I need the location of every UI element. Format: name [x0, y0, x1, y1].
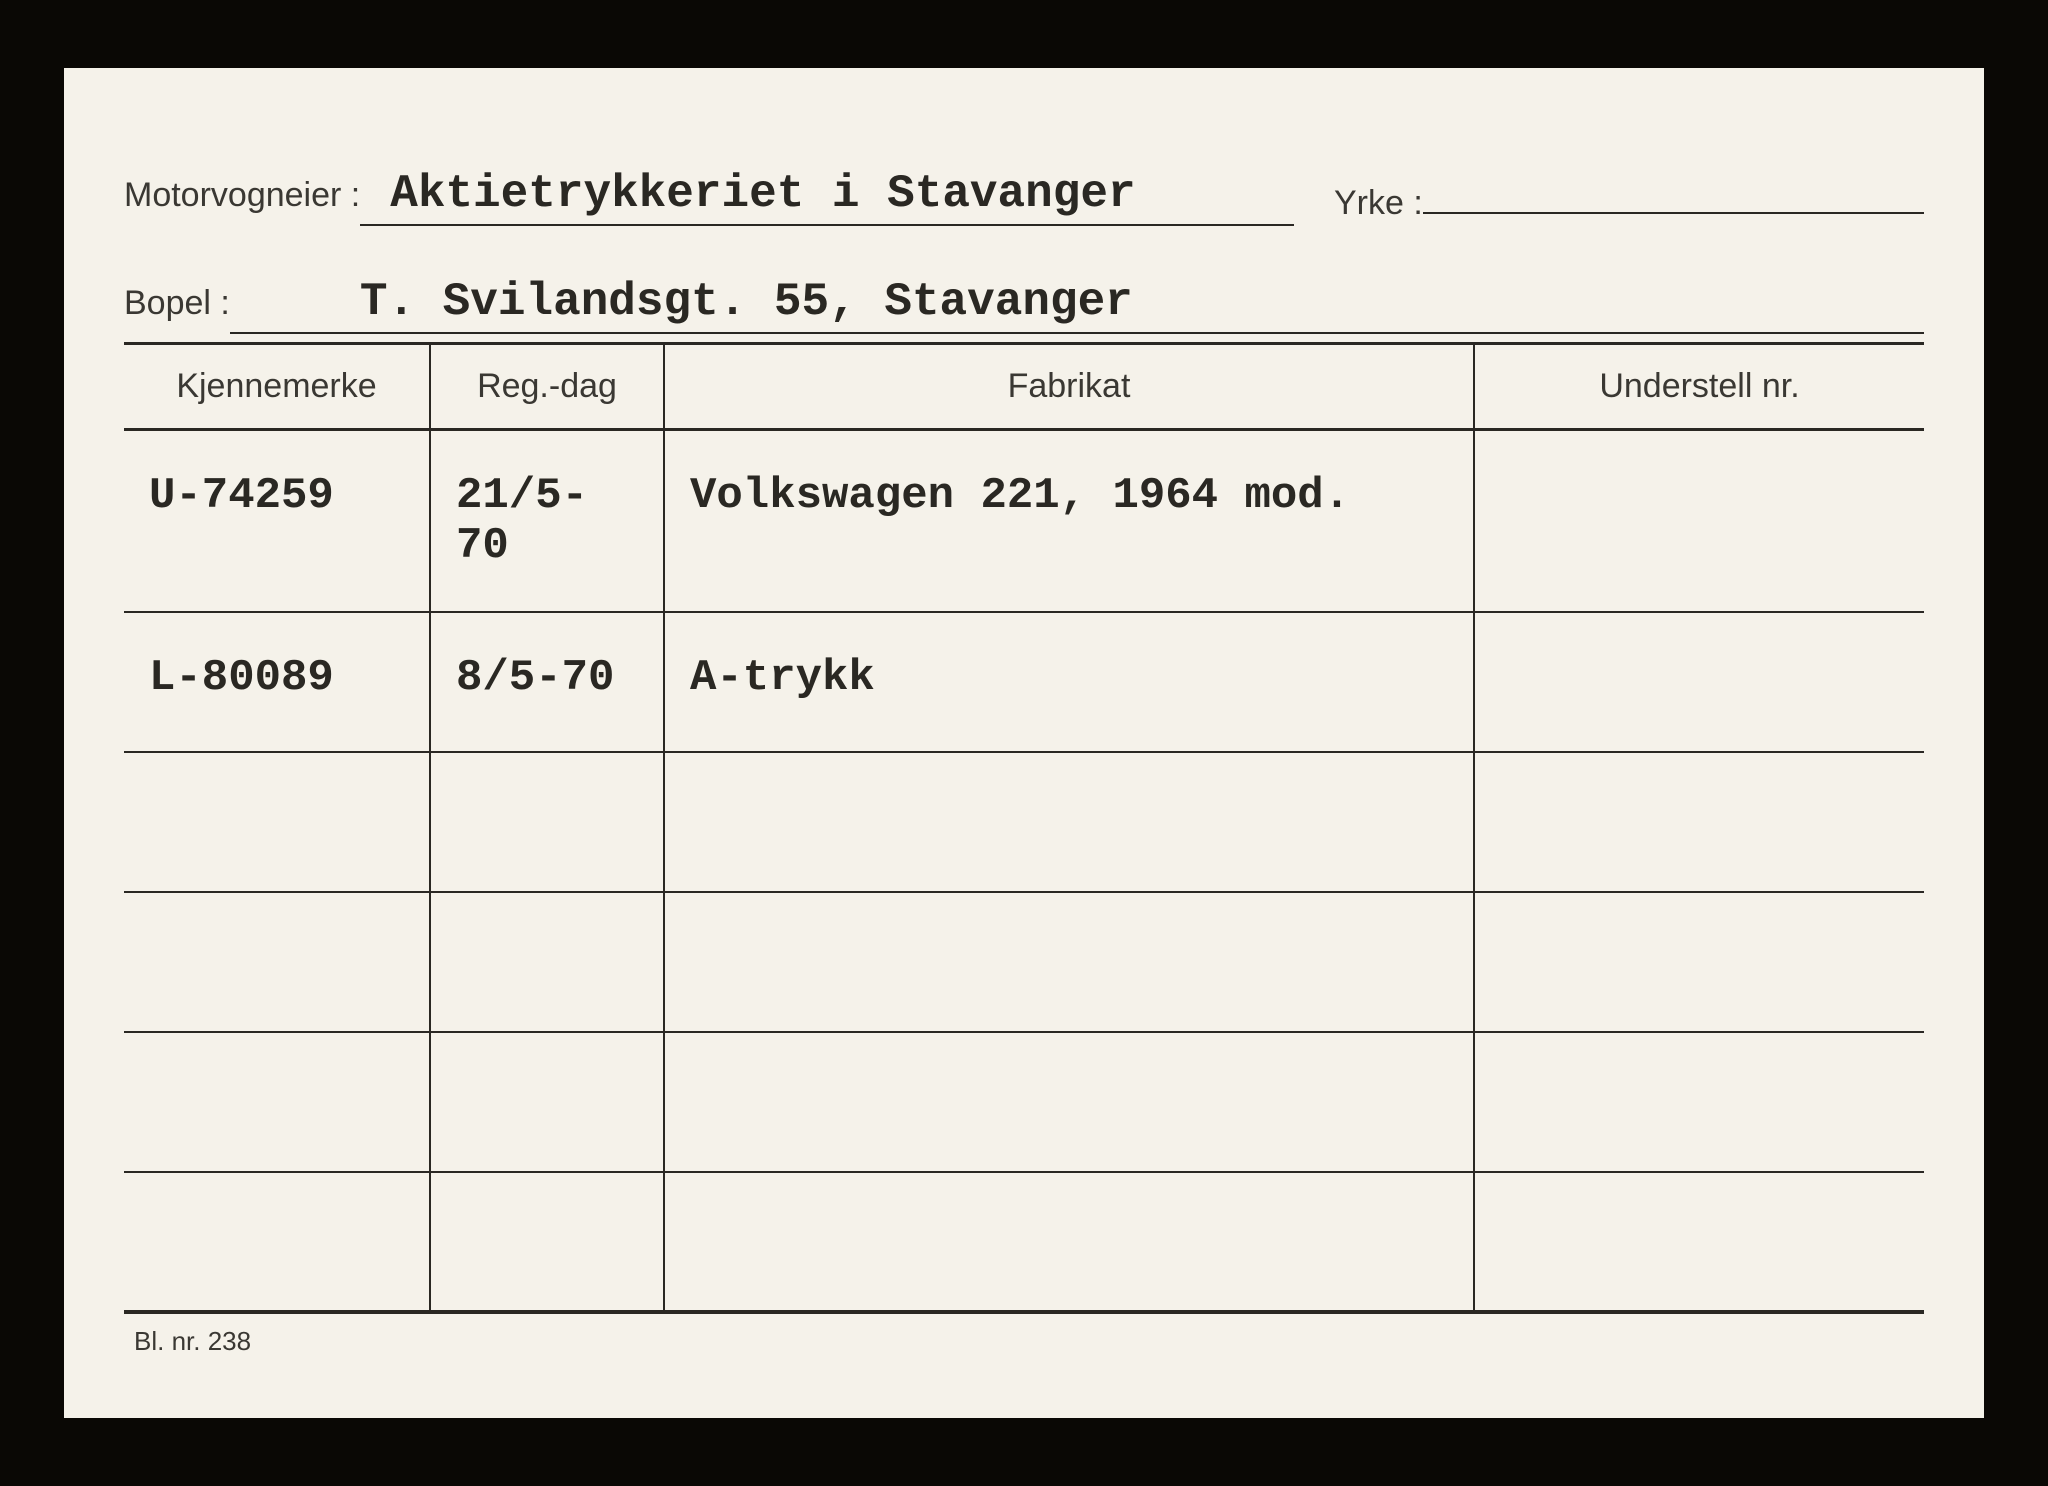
cell-understell: [1474, 612, 1924, 752]
col-header-understell: Understell nr.: [1474, 344, 1924, 430]
registry-table: Kjennemerke Reg.-dag Fabrikat Understell…: [124, 342, 1924, 1314]
cell-kjennemerke: [124, 892, 430, 1032]
table-row: [124, 1032, 1924, 1172]
top-field-row: Motorvogneier : Aktietrykkeriet i Stavan…: [124, 168, 1924, 226]
table-row: [124, 1172, 1924, 1312]
cell-regdag: [430, 892, 664, 1032]
cell-kjennemerke: [124, 1172, 430, 1312]
col-header-fabrikat: Fabrikat: [664, 344, 1474, 430]
col-header-regdag: Reg.-dag: [430, 344, 664, 430]
table-row: L-80089 8/5-70 A-trykk: [124, 612, 1924, 752]
cell-understell: [1474, 430, 1924, 613]
table-row: U-74259 21/5-70 Volkswagen 221, 1964 mod…: [124, 430, 1924, 613]
cell-fabrikat: [664, 1032, 1474, 1172]
cell-regdag: 21/5-70: [430, 430, 664, 613]
cell-fabrikat: [664, 1172, 1474, 1312]
cell-kjennemerke: U-74259: [124, 430, 430, 613]
form-number: Bl. nr. 238: [124, 1326, 1924, 1357]
cell-fabrikat: Volkswagen 221, 1964 mod.: [664, 430, 1474, 613]
yrke-label: Yrke :: [1334, 184, 1423, 223]
cell-fabrikat: [664, 892, 1474, 1032]
motorvogneier-value: Aktietrykkeriet i Stavanger: [360, 168, 1294, 226]
cell-understell: [1474, 1032, 1924, 1172]
cell-fabrikat: [664, 752, 1474, 892]
cell-regdag: [430, 1172, 664, 1312]
cell-kjennemerke: [124, 1032, 430, 1172]
table-row: [124, 892, 1924, 1032]
cell-understell: [1474, 1172, 1924, 1312]
cell-regdag: [430, 1032, 664, 1172]
cell-fabrikat: A-trykk: [664, 612, 1474, 752]
bopel-value: T. Svilandsgt. 55, Stavanger: [230, 276, 1924, 334]
cell-kjennemerke: [124, 752, 430, 892]
motorvogneier-label: Motorvogneier :: [124, 176, 360, 215]
table-row: [124, 752, 1924, 892]
cell-regdag: 8/5-70: [430, 612, 664, 752]
motorvogneier-group: Motorvogneier : Aktietrykkeriet i Stavan…: [124, 168, 1294, 226]
bopel-row: Bopel : T. Svilandsgt. 55, Stavanger: [124, 276, 1924, 334]
cell-understell: [1474, 892, 1924, 1032]
cell-kjennemerke: L-80089: [124, 612, 430, 752]
registration-card: Motorvogneier : Aktietrykkeriet i Stavan…: [64, 68, 1984, 1418]
table-header-row: Kjennemerke Reg.-dag Fabrikat Understell…: [124, 344, 1924, 430]
col-header-kjennemerke: Kjennemerke: [124, 344, 430, 430]
yrke-value: [1423, 168, 1924, 214]
cell-regdag: [430, 752, 664, 892]
bopel-label: Bopel :: [124, 284, 230, 323]
yrke-group: Yrke :: [1334, 168, 1924, 226]
cell-understell: [1474, 752, 1924, 892]
